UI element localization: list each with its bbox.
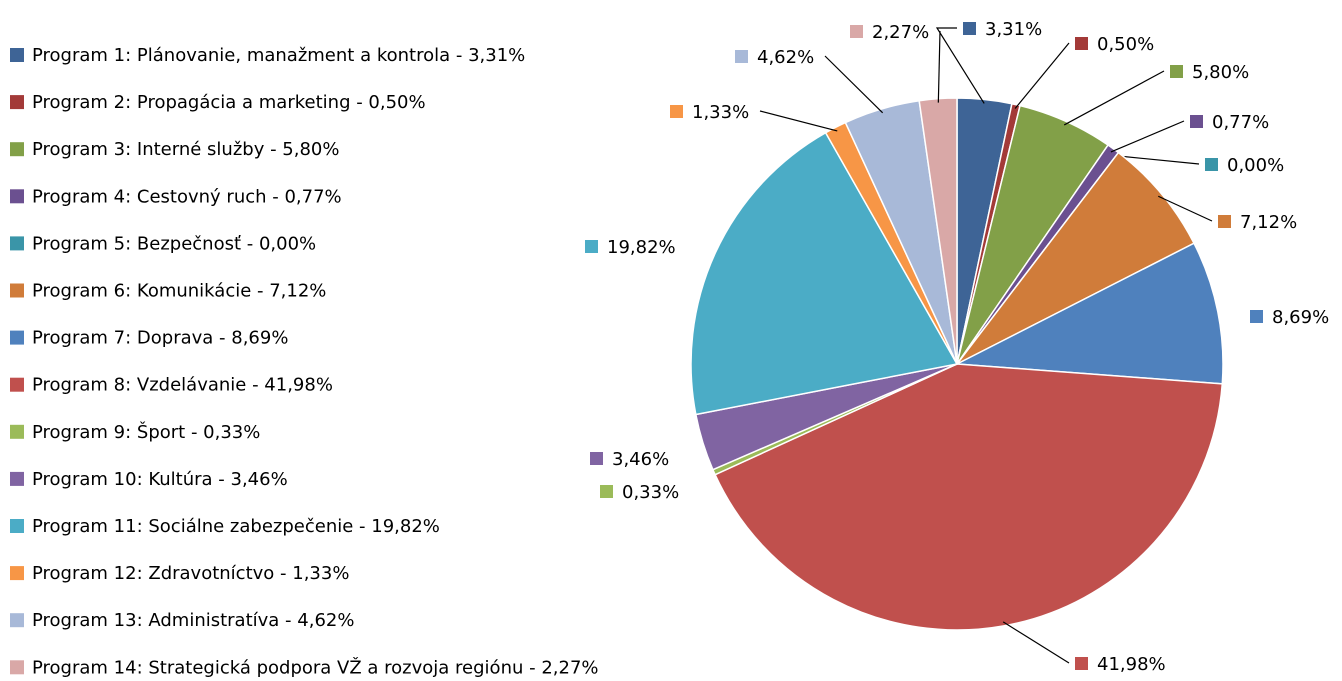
data-label: 3,46% bbox=[612, 449, 669, 470]
data-label: 0,33% bbox=[622, 482, 679, 503]
legend-label: Program 12: Zdravotníctvo - 1,33% bbox=[32, 563, 349, 584]
legend-label: Program 3: Interné služby - 5,80% bbox=[32, 139, 339, 160]
label-marker bbox=[590, 452, 603, 465]
legend-marker bbox=[10, 377, 24, 392]
leader-line bbox=[1115, 155, 1200, 165]
label-marker bbox=[735, 50, 748, 63]
label-marker bbox=[1075, 657, 1088, 670]
data-label: 8,69% bbox=[1272, 307, 1329, 328]
legend-label: Program 1: Plánovanie, manažment a kontr… bbox=[32, 45, 525, 66]
legend-marker bbox=[10, 95, 24, 110]
legend-marker bbox=[10, 189, 24, 204]
label-marker bbox=[600, 485, 613, 498]
leader-line bbox=[935, 27, 985, 104]
label-marker bbox=[1205, 158, 1218, 171]
legend-label: Program 9: Šport - 0,33% bbox=[32, 421, 260, 443]
pie-slice bbox=[714, 363, 1224, 631]
label-marker bbox=[670, 105, 683, 118]
legend-label: Program 2: Propagácia a marketing - 0,50… bbox=[32, 92, 426, 113]
data-label: 7,12% bbox=[1240, 212, 1297, 233]
data-label: 2,27% bbox=[872, 22, 929, 43]
legend-marker bbox=[10, 471, 24, 486]
legend-label: Program 11: Sociálne zabezpečenie - 19,8… bbox=[32, 516, 440, 537]
data-label: 3,31% bbox=[985, 19, 1042, 40]
legend-marker bbox=[10, 330, 24, 345]
label-marker bbox=[1170, 65, 1183, 78]
data-label: 19,82% bbox=[607, 237, 676, 258]
legend-label: Program 8: Vzdelávanie - 41,98% bbox=[32, 375, 333, 396]
pie-slice bbox=[954, 242, 1224, 385]
leader-line bbox=[1063, 70, 1165, 126]
leader-line bbox=[1014, 42, 1070, 109]
leader-line bbox=[937, 30, 941, 103]
data-label: 0,00% bbox=[1227, 155, 1284, 176]
legend-marker bbox=[10, 660, 24, 675]
data-label: 41,98% bbox=[1097, 654, 1166, 675]
data-label: 5,80% bbox=[1192, 62, 1249, 83]
leader-line bbox=[1157, 195, 1213, 222]
leader-line bbox=[759, 110, 838, 132]
data-label: 4,62% bbox=[757, 47, 814, 68]
legend-label: Program 4: Cestovný ruch - 0,77% bbox=[32, 186, 342, 207]
label-marker bbox=[850, 25, 863, 38]
data-label: 1,33% bbox=[692, 102, 749, 123]
label-marker bbox=[585, 240, 598, 253]
legend-label: Program 10: Kultúra - 3,46% bbox=[32, 469, 288, 490]
label-marker bbox=[963, 22, 976, 35]
pie-slice bbox=[690, 131, 959, 416]
legend-marker bbox=[10, 424, 24, 439]
legend-marker bbox=[10, 142, 24, 157]
legend-marker bbox=[10, 566, 24, 581]
legend-label: Program 14: Strategická podpora VŽ a roz… bbox=[32, 656, 599, 678]
legend-label: Program 13: Administratíva - 4,62% bbox=[32, 610, 354, 631]
data-label: 0,50% bbox=[1097, 34, 1154, 55]
legend-marker bbox=[10, 236, 24, 251]
leader-line bbox=[824, 55, 884, 114]
leader-line bbox=[1002, 621, 1070, 664]
legend-marker bbox=[10, 519, 24, 533]
legend-label: Program 5: Bezpečnosť - 0,00% bbox=[32, 233, 316, 254]
label-marker bbox=[1250, 310, 1263, 323]
leader-line bbox=[1110, 120, 1185, 153]
data-label: 0,77% bbox=[1212, 112, 1269, 133]
label-marker bbox=[1190, 115, 1203, 128]
legend-marker bbox=[10, 283, 24, 298]
label-marker bbox=[1218, 215, 1231, 228]
legend-label: Program 6: Komunikácie - 7,12% bbox=[32, 281, 326, 302]
legend-label: Program 7: Doprava - 8,69% bbox=[32, 328, 288, 349]
label-marker bbox=[1075, 37, 1088, 50]
pie-slice bbox=[956, 151, 1196, 365]
legend-marker bbox=[10, 48, 24, 62]
legend-marker bbox=[10, 613, 24, 628]
